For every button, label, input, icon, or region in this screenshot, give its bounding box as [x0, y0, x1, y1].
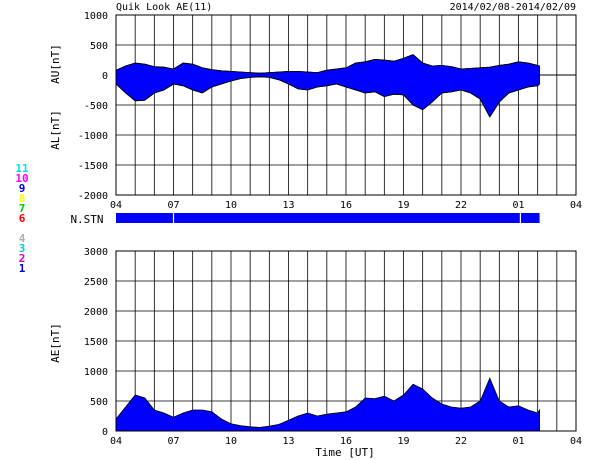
- y-tick-label: 2500: [84, 277, 108, 288]
- date-range: 2014/02/08-2014/02/09: [450, 2, 576, 13]
- x-tick-label: 19: [397, 200, 409, 211]
- station-count-label: N.STN: [70, 213, 103, 226]
- legend-station-6: 6: [19, 212, 26, 225]
- x-tick-label: 04: [570, 200, 582, 211]
- legend-station-10: 10: [15, 172, 28, 185]
- legend-station-9: 9: [19, 182, 26, 195]
- x-axis-label: Time [UT]: [315, 446, 375, 459]
- y-tick-label: 0: [102, 427, 108, 438]
- legend-station-11: 11: [15, 162, 29, 175]
- y-tick-label: 1500: [84, 337, 108, 348]
- y-tick-label: -1500: [78, 161, 108, 172]
- plot-frame: [115, 250, 577, 432]
- x-tick-label: 13: [282, 200, 294, 211]
- y-tick-label: 3000: [84, 247, 108, 258]
- x-tick-label: 22: [455, 200, 467, 211]
- x-tick-label: 07: [167, 200, 179, 211]
- x-tick-label: 13: [282, 436, 294, 447]
- x-tick-label: 07: [167, 436, 179, 447]
- x-tick-label: 04: [110, 436, 122, 447]
- au-series-line: [115, 54, 540, 74]
- y-tick-label: 500: [90, 397, 108, 408]
- x-tick-label: 19: [397, 436, 409, 447]
- ae-series-area: [115, 377, 540, 432]
- legend-station-7: 7: [19, 202, 26, 215]
- x-tick-label: 10: [225, 200, 237, 211]
- legend-station-1: 1: [19, 262, 26, 275]
- ae-axis-label: AE[nT]: [49, 323, 62, 363]
- y-tick-label: 0: [102, 71, 108, 82]
- y-tick-label: -1000: [78, 131, 108, 142]
- x-tick-label: 04: [570, 436, 582, 447]
- y-tick-label: -2000: [78, 191, 108, 202]
- y-tick-label: 2000: [84, 307, 108, 318]
- y-tick-label: 500: [90, 41, 108, 52]
- chart-title: Quik Look AE(11): [116, 2, 212, 13]
- au-axis-label: AU[nT]: [49, 44, 62, 84]
- al-series-line: [115, 76, 540, 118]
- x-tick-label: 04: [110, 200, 122, 211]
- x-tick-label: 01: [512, 436, 524, 447]
- x-tick-label: 22: [455, 436, 467, 447]
- y-tick-label: -500: [84, 101, 108, 112]
- station-count-row: [116, 213, 540, 223]
- legend-station-4: 4: [19, 232, 26, 245]
- y-tick-label: 1000: [84, 11, 108, 22]
- legend-station-3: 3: [19, 242, 26, 255]
- plot-frame: [115, 14, 577, 196]
- legend-station-2: 2: [19, 252, 26, 265]
- x-tick-label: 16: [340, 436, 352, 447]
- legend-station-8: 8: [19, 192, 26, 205]
- x-tick-label: 01: [512, 200, 524, 211]
- station-count-bar: [116, 213, 540, 223]
- legend-station-5: 5: [19, 222, 26, 235]
- x-tick-label: 10: [225, 436, 237, 447]
- al-axis-label: AL[nT]: [49, 110, 62, 150]
- y-tick-label: 1000: [84, 367, 108, 378]
- x-tick-label: 16: [340, 200, 352, 211]
